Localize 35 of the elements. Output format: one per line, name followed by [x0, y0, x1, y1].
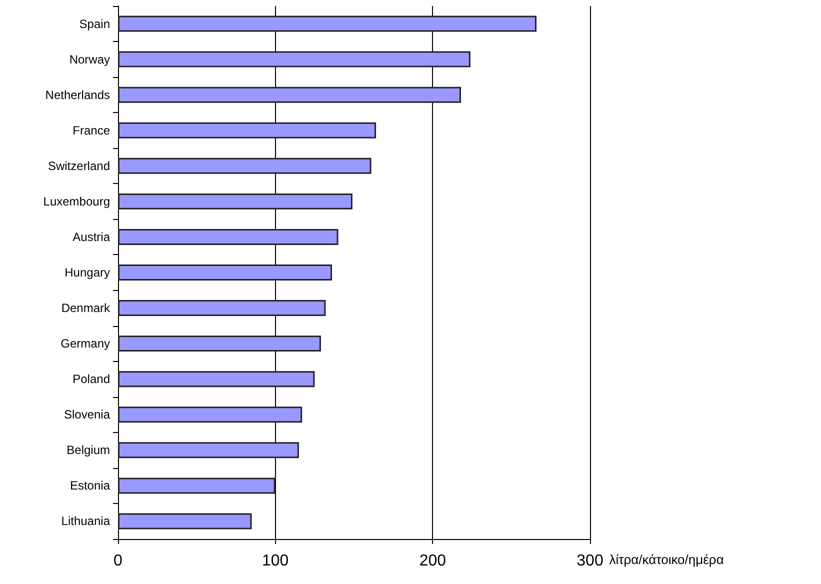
- bar: [118, 51, 470, 68]
- bar: [118, 442, 299, 458]
- y-tick-label: Luxembourg: [43, 194, 110, 208]
- y-tick-label: Denmark: [61, 301, 111, 316]
- x-tick-label: 300: [576, 552, 604, 570]
- x-tick-label: 200: [419, 552, 446, 570]
- y-tick-label: Lithuania: [61, 514, 110, 528]
- y-tick-label: Germany: [60, 336, 110, 351]
- bar: [118, 300, 326, 316]
- y-tick-label: Austria: [72, 230, 110, 244]
- bar: [118, 264, 332, 280]
- y-tick-label: Estonia: [70, 478, 110, 493]
- bar: [118, 16, 537, 32]
- bar: [118, 193, 352, 210]
- bar: [118, 158, 372, 174]
- y-tick-label: France: [72, 123, 110, 138]
- bar: [118, 513, 252, 530]
- bar: [118, 336, 321, 352]
- x-tick-label: 0: [114, 552, 123, 570]
- y-tick-label: Spain: [79, 16, 110, 31]
- y-tick-label: Norway: [69, 52, 110, 66]
- bar: [118, 406, 302, 423]
- y-tick-label: Belgium: [66, 443, 110, 458]
- bar: [118, 371, 315, 388]
- y-tick-label: Slovenia: [64, 408, 110, 422]
- x-axis-title: λίτρα/κάτοικο/ημέρα: [609, 552, 724, 567]
- y-tick-label: Netherlands: [45, 88, 110, 102]
- bar: [118, 478, 276, 494]
- bar: [118, 228, 338, 245]
- y-tick-label: Switzerland: [48, 158, 110, 173]
- y-tick-label: Poland: [72, 372, 110, 386]
- bar: [118, 122, 376, 138]
- x-tick-label: 100: [262, 552, 289, 570]
- bar: [118, 86, 461, 103]
- y-tick-label: Hungary: [64, 266, 110, 280]
